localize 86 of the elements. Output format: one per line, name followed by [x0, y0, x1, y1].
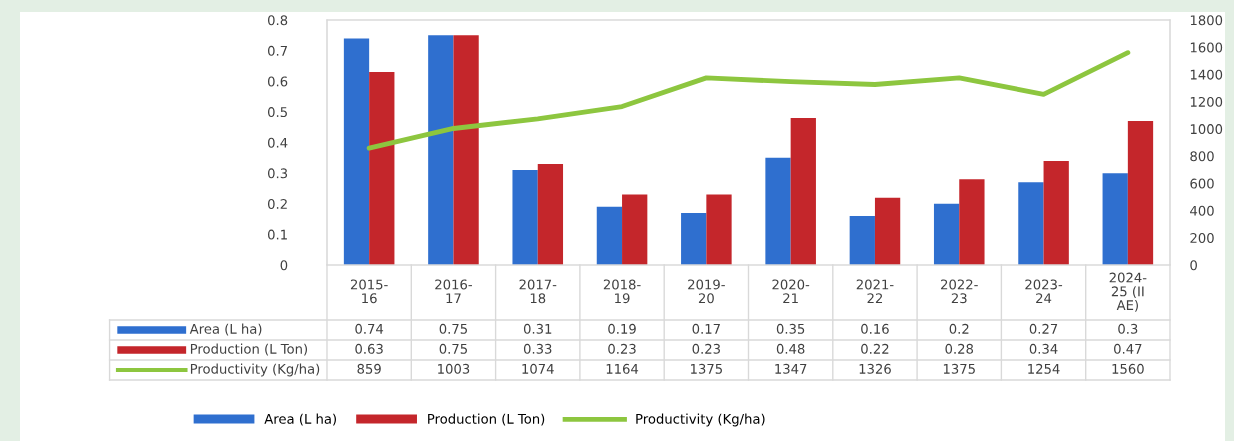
- data-label: 0.22: [861, 343, 889, 354]
- x-tick-label: 2016-17: [435, 279, 472, 304]
- data-label: 0.27: [1029, 323, 1058, 334]
- bar: [1018, 182, 1044, 265]
- data-label: 0.47: [1114, 343, 1142, 354]
- legend-label: Productivity (Kg/ha): [636, 413, 765, 427]
- bar: [681, 212, 707, 265]
- data-label: 0.75: [439, 343, 467, 354]
- x-tick-label: 2021-22: [856, 279, 894, 304]
- x-tick-label: 2020-21: [772, 279, 810, 304]
- y2-tick-label: 400: [1190, 205, 1214, 216]
- bar: [453, 35, 479, 265]
- data-label: 1326: [859, 363, 891, 374]
- x-tick-label: 2017-18: [519, 279, 557, 304]
- x-tick-label: 2018-19: [603, 279, 641, 304]
- legend-label: Area (L ha): [264, 413, 336, 426]
- data-label: 859: [357, 363, 381, 374]
- y-tick-label: 0.8: [268, 15, 288, 26]
- y2-tick-label: 0: [1190, 260, 1197, 271]
- bar: [874, 197, 901, 265]
- bar: [369, 72, 395, 265]
- x-tick-label: 2015-16: [350, 279, 388, 304]
- bar: [622, 194, 648, 265]
- bar: [959, 179, 985, 265]
- bar: [428, 35, 454, 265]
- y2-tick-label: 1400: [1190, 69, 1223, 80]
- data-label: 1164: [606, 363, 639, 374]
- y-tick-label: 0.7: [268, 45, 287, 56]
- bar: [1043, 160, 1069, 265]
- data-label: 0.74: [355, 323, 384, 334]
- data-label: 1347: [775, 363, 807, 374]
- data-label: 0.19: [608, 323, 636, 334]
- y-tick-label: 0.2: [268, 198, 287, 209]
- data-label: 0.23: [608, 343, 636, 354]
- data-label: 0.48: [776, 343, 805, 354]
- x-tick-label: 2024-25 (II AE): [1109, 272, 1147, 312]
- y-tick-label: 0.3: [268, 168, 288, 179]
- data-label: 0.31: [523, 323, 552, 334]
- bar: [765, 157, 791, 265]
- y-tick-label: 0.5: [268, 107, 287, 118]
- x-tick-label: 2019-20: [688, 279, 725, 304]
- data-label: 0.34: [1029, 343, 1058, 354]
- data-label: 0.75: [439, 323, 467, 334]
- y2-tick-label: 600: [1190, 178, 1214, 189]
- bar: [596, 206, 623, 265]
- y2-tick-label: 1200: [1190, 96, 1223, 107]
- x-tick-label: 2023-24: [1025, 279, 1063, 304]
- text: Area (L ha): [189, 323, 262, 336]
- data-label: 1074: [522, 363, 554, 374]
- bar: [706, 194, 732, 265]
- bar: [790, 118, 816, 265]
- data-label: 0.35: [776, 323, 805, 334]
- bar: [849, 216, 875, 265]
- bar: [512, 170, 538, 265]
- y2-tick-label: 1000: [1190, 124, 1223, 135]
- data-label: 1375: [943, 363, 975, 374]
- y2-tick-label: 200: [1190, 233, 1214, 243]
- data-label: 0.63: [355, 343, 383, 354]
- data-label: 0.3: [1118, 323, 1138, 334]
- bar: [537, 163, 564, 265]
- data-label: 0.33: [523, 343, 552, 354]
- data-label: 1254: [1028, 363, 1060, 374]
- data-label: 1375: [691, 363, 722, 374]
- y2-tick-label: 800: [1190, 151, 1214, 162]
- data-label: 0.28: [945, 343, 974, 354]
- data-label: 1003: [438, 363, 470, 374]
- text: Production (L Ton): [190, 343, 308, 356]
- y-tick-label: 0.6: [268, 76, 288, 87]
- bar: [933, 203, 960, 265]
- data-label: 0.17: [692, 323, 720, 334]
- legend-label: Production (L Ton): [428, 413, 545, 426]
- data-label: 0.16: [861, 323, 889, 334]
- x-tick-label: 2022-23: [941, 279, 978, 304]
- data-label: 0.2: [949, 323, 969, 334]
- y-tick-label: 0.4: [268, 137, 288, 148]
- line-series: [366, 50, 1131, 151]
- bar: [343, 38, 370, 265]
- y2-tick-label: 1600: [1190, 42, 1223, 53]
- data-label: 1560: [1112, 363, 1144, 374]
- bar: [1102, 173, 1128, 265]
- bar: [1127, 121, 1154, 265]
- y2-tick-label: 1800: [1190, 15, 1223, 26]
- text: Productivity (Kg/ha): [190, 363, 320, 377]
- data-label: 0.23: [692, 343, 720, 354]
- y-tick-label: 0.1: [268, 229, 287, 240]
- y-tick-label: 0: [280, 260, 288, 271]
